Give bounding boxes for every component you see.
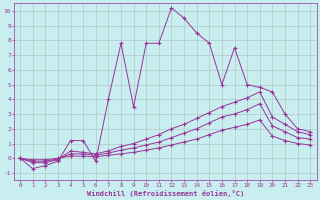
- X-axis label: Windchill (Refroidissement éolien,°C): Windchill (Refroidissement éolien,°C): [86, 190, 244, 197]
